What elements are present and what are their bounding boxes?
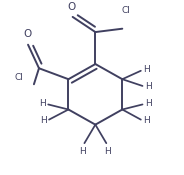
Text: Cl: Cl	[121, 6, 130, 15]
Text: H: H	[143, 65, 150, 74]
Text: H: H	[39, 99, 46, 108]
Text: H: H	[105, 147, 111, 156]
Text: H: H	[40, 116, 47, 125]
Text: H: H	[145, 82, 152, 91]
Text: O: O	[68, 2, 76, 12]
Text: Cl: Cl	[15, 73, 23, 82]
Text: H: H	[143, 116, 150, 125]
Text: O: O	[23, 29, 31, 39]
Text: H: H	[79, 147, 86, 156]
Text: H: H	[145, 99, 152, 108]
